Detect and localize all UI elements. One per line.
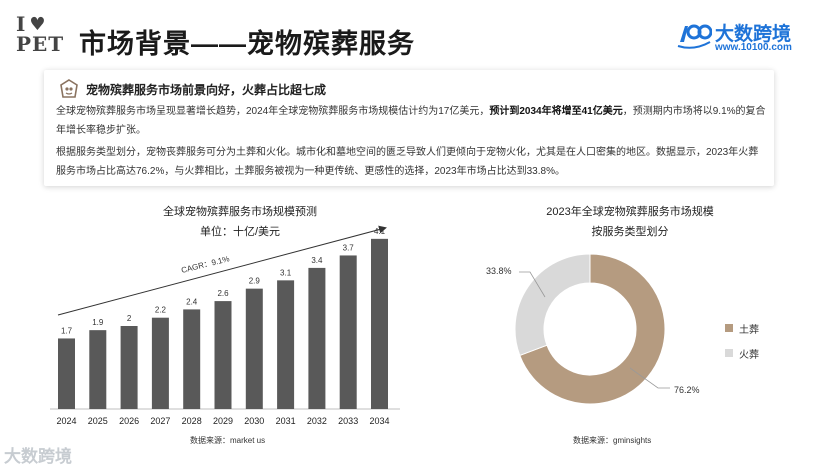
x-tick-label: 2033 [338,416,358,426]
bar [339,255,357,409]
legend-label: 火葬 [739,349,759,361]
legend-swatch [725,349,733,357]
x-tick-label: 2025 [88,416,108,426]
bar [371,238,388,409]
bar-value-label: 1.7 [61,326,73,335]
bar-value-label: 3.7 [343,243,355,252]
logo-text: PET [16,32,65,56]
brand-url: www.10100.com [715,42,792,53]
brand-mark-icon [677,24,712,49]
bar-value-label: 2.9 [249,277,261,286]
card-paragraph-1: 全球宠物殡葬服务市场呈现显著增长趋势，2024年全球宠物殡葬服务市场规模估计约为… [56,102,768,140]
x-tick-label: 2029 [213,416,233,426]
bar-value-label: 2.2 [155,306,167,315]
bar-chart-source: 数据来源：market us [190,436,266,445]
donut-slice [519,253,666,405]
legend-item-burial: 土葬 [725,322,759,336]
trend-arrow [57,225,387,316]
legend-swatch [725,324,733,332]
brand-name: 大数跨境 [715,24,792,45]
bar-value-label: 1.9 [92,318,104,327]
x-tick-label: 2027 [150,416,170,426]
bar-value-label: 2.4 [186,297,198,306]
paragraph-highlight: 预计到2034年将增至41亿美元 [489,106,623,117]
bar [120,326,138,409]
donut-chart-subtitle: 按服务类型划分 [591,226,669,238]
paragraph-text: 全球宠物殡葬服务市场呈现显著增长趋势，2024年全球宠物殡葬服务市场规模估计约为… [56,106,490,117]
bar [277,280,295,409]
card-paragraph-2: 根据服务类型划分，宠物丧葬服务可分为土葬和火化。城市化和墓地空间的匮乏导致人们更… [56,147,759,177]
paragraph-text: ，预测期内市场将以9.1%的复合年增长率稳步扩张。 [56,106,766,136]
legend-item-cremation: 火葬 [725,347,759,361]
bar-value-label: 2 [127,314,132,323]
bar [89,330,107,409]
bar-chart: 1.7 2024 1.9 2025 2 2026 2.2 2027 2.4 2028 2.6 2029… [50,225,400,426]
donut-chart: 76.2% 33.8% [486,253,700,405]
leader-line [629,367,670,389]
info-card: 宠物殡葬服务市场前景向好，火葬占比超七成 全球宠物殡葬服务市场呈现显著增长趋势，… [44,70,774,186]
bar-chart-unit: 单位：十亿/美元 [199,226,281,238]
bar-value-label: 3.1 [280,268,292,277]
donut-chart-title: 2023年全球宠物殡葬服务市场规模 [546,206,714,218]
x-tick-label: 2024 [56,416,76,426]
bar [151,317,169,409]
leader-line [519,271,546,298]
bar-value-label: 2.6 [217,289,229,298]
donut-legend: 土葬 火葬 [725,322,759,372]
bar [245,288,263,409]
pet-tag-icon [60,79,78,98]
donut-slice [514,253,591,357]
bar-value-label: 3.4 [311,256,323,265]
bar [214,301,232,409]
logo-letter: I [16,12,26,36]
x-tick-label: 2031 [276,416,296,426]
cagr-annotation: CAGR：9.1% [180,254,230,275]
legend-label: 土葬 [739,324,759,336]
brand-logo: 大数跨境 www.10100.com [676,18,816,58]
bar-chart-title: 全球宠物殡葬服务市场规模预测 [163,206,317,218]
slice-value-label: 76.2% [674,385,700,395]
x-tick-label: 2026 [119,416,139,426]
slice-value-label: 33.8% [486,266,512,276]
page-title: 市场背景——宠物殡葬服务 [79,29,415,59]
bar [183,309,201,409]
watermark: 大数跨境 [4,447,72,466]
bar [58,338,75,409]
x-tick-label: 2030 [244,416,264,426]
x-tick-label: 2034 [369,416,389,426]
x-tick-label: 2028 [182,416,202,426]
heart-icon: ♥ [29,13,46,35]
x-tick-label: 2032 [307,416,327,426]
pet-logo: I ♥ PET [16,12,66,64]
bar [308,267,326,409]
donut-chart-source: 数据来源：gminsights [573,436,652,445]
card-heading: 宠物殡葬服务市场前景向好，火葬占比超七成 [86,83,327,97]
